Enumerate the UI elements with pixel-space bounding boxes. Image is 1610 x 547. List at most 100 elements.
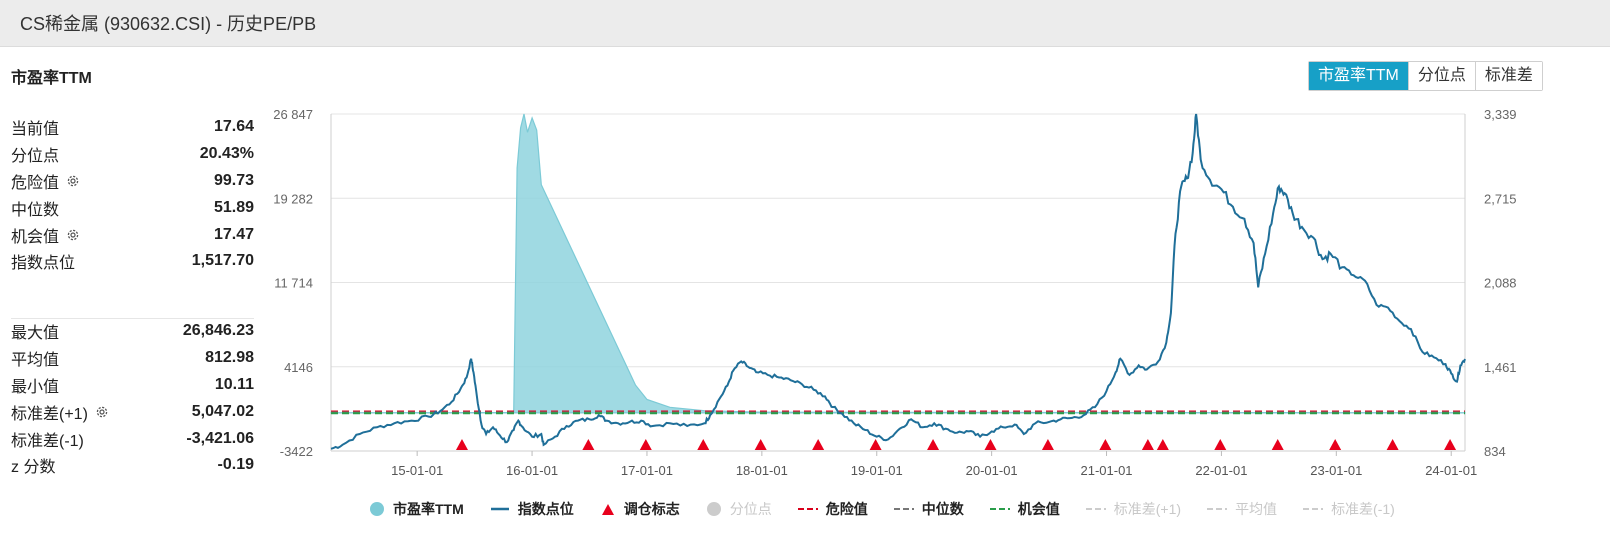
rebalance-marker [927,439,940,450]
x-tick-label: 23-01-01 [1310,463,1362,478]
legend-triangle-icon [601,504,614,515]
stat-value: 51.89 [213,198,254,216]
stat-label: 中位数 [11,196,59,220]
rebalance-marker [812,439,825,450]
legend-item[interactable]: 指数点位 [490,499,574,519]
stat-row: 标准差(+1) 5,047.02 [11,398,254,425]
legend-item[interactable]: 调仓标志 [600,499,680,519]
y-right-tick-label: 1,461 [1484,360,1517,375]
stat-label: 危险值 [11,169,80,193]
legend-circle-icon [370,502,384,516]
stat-label: 当前值 [11,115,59,139]
stat-label-text: 危险值 [11,174,60,192]
y-left-tick-label: 4146 [284,360,313,375]
legend-item[interactable]: 标准差(+1) [1085,499,1181,519]
stat-label-text: 指数点位 [11,255,76,273]
tab-std-dev[interactable]: 标准差 [1474,62,1542,90]
legend-label: 机会值 [1017,501,1060,517]
y-left-tick-label: -3422 [280,444,313,459]
legend-dash-icon [1303,508,1324,510]
legend-item[interactable]: 分位点 [706,499,772,519]
rebalance-marker [1156,439,1169,450]
legend-item[interactable]: 市盈率TTM [369,499,464,519]
rebalance-marker [1214,439,1227,450]
stat-label-text: 机会值 [11,228,60,246]
stat-label: 标准差(+1) [11,400,109,424]
stat-value: 812.98 [205,349,254,367]
stat-row: 最小值 10.11 [11,372,254,399]
legend-item[interactable]: 机会值 [989,499,1060,519]
y-right-tick-label: 2,715 [1484,191,1517,206]
stat-value: 17.64 [213,118,254,136]
y-left-tick-label: 11 714 [274,276,313,291]
stat-row: 中位数 51.89 [11,194,254,221]
y-right-tick-label: 834 [1484,444,1506,459]
stat-label-text: 标准差(+1) [11,405,88,423]
stat-value: 17.47 [213,225,254,243]
rebalance-marker [1099,439,1112,450]
legend-item[interactable]: 平均值 [1207,499,1277,519]
gear-icon[interactable] [66,228,80,242]
y-left-tick-label: 26 847 [273,107,313,122]
legend-label: 指数点位 [517,501,574,517]
legend-dash-icon [989,508,1010,510]
stat-label-text: 中位数 [11,201,60,219]
stat-label: z 分数 [11,453,55,477]
stat-label: 机会值 [11,223,80,247]
stat-value: -3,421.06 [186,429,254,447]
x-tick-label: 19-01-01 [851,463,903,478]
legend-label: 平均值 [1235,501,1278,517]
tab-percentile[interactable]: 分位点 [1407,62,1475,90]
stat-label-text: z 分数 [11,459,56,477]
tab-pe-ttm[interactable]: 市盈率TTM [1309,62,1408,90]
window-title-bar: CS稀金属 (930632.CSI) - 历史PE/PB [0,0,1610,47]
rebalance-marker [1141,439,1154,450]
legend-dash-icon [797,508,818,510]
pe-ttm-area [330,113,1466,414]
legend-line-icon [490,507,509,511]
legend-label: 中位数 [921,501,964,517]
legend-dash-icon [1207,508,1228,510]
legend-item[interactable]: 危险值 [797,499,868,519]
legend-label: 调仓标志 [623,501,680,517]
stat-label: 最大值 [11,319,59,343]
rebalance-marker [582,439,595,450]
metric-tabs: 市盈率TTM 分位点 标准差 [1308,61,1543,91]
stat-label: 指数点位 [11,249,75,273]
stat-value: 1,517.70 [191,252,254,270]
stat-label-text: 分位点 [11,148,60,166]
stat-value: 99.73 [213,171,254,189]
stat-row: 分位点 20.43% [11,141,254,168]
stat-value: -0.19 [217,456,254,474]
x-tick-label: 16-01-01 [506,463,558,478]
legend-label: 市盈率TTM [393,501,464,517]
stats-panel-bottom: 最大值 26,846.23 平均值 812.98 最小值 10.11 标准差(+1) 5,04… [11,318,254,479]
stat-label-text: 标准差(-1) [11,432,84,450]
stat-row: 最大值 26,846.23 [11,318,254,345]
chart-legend: 市盈率TTM 指数点位 调仓标志 分位点 危险值 中位数 机会值 标准差(+1) 平均值 标准差(… [369,499,1421,519]
rebalance-marker [1041,439,1054,450]
stat-value: 26,846.23 [182,322,254,340]
gear-icon[interactable] [95,405,109,419]
x-tick-label: 20-01-01 [966,463,1018,478]
stat-label-text: 最大值 [11,325,60,343]
rebalance-marker [1329,439,1342,450]
legend-label: 危险值 [825,501,868,517]
gear-icon[interactable] [66,174,80,188]
rebalance-marker [1271,439,1284,450]
stat-row: 平均值 812.98 [11,345,254,372]
stat-label-text: 平均值 [11,352,60,370]
x-tick-label: 17-01-01 [621,463,673,478]
legend-item[interactable]: 标准差(-1) [1303,499,1395,519]
legend-circle-icon [706,502,721,516]
legend-dash-icon [1085,508,1106,510]
stat-row: 当前值 17.64 [11,114,254,141]
stat-row: z 分数 -0.19 [11,452,254,479]
stat-value: 20.43% [199,145,254,163]
stat-row: 指数点位 1,517.70 [11,248,254,275]
legend-item[interactable]: 中位数 [893,499,964,519]
x-tick-label: 22-01-01 [1195,463,1247,478]
legend-label: 分位点 [729,501,772,517]
legend-label: 标准差(-1) [1331,501,1395,517]
rebalance-marker [455,439,468,450]
